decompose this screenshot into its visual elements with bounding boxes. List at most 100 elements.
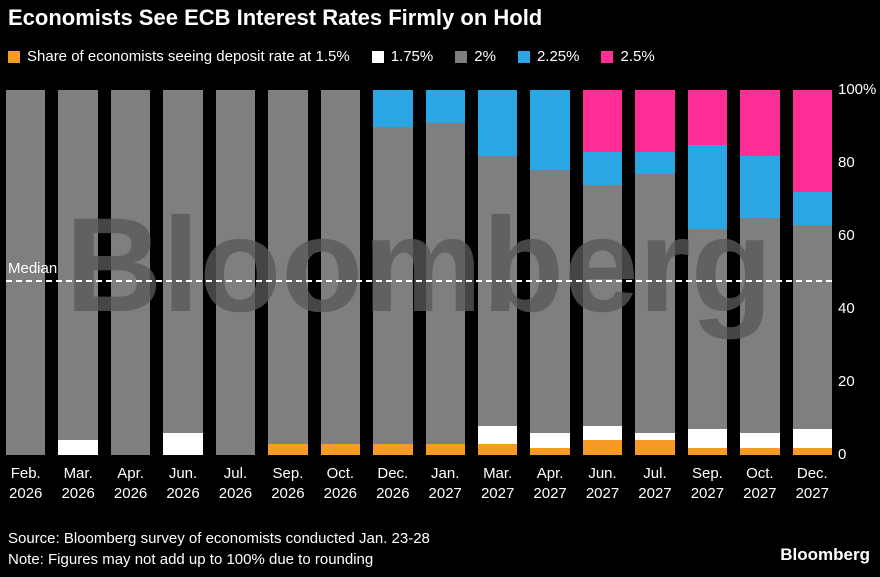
bar-segment-2.5%	[792, 90, 832, 193]
x-tick-label-8: Jan. 2027	[428, 465, 462, 502]
median-label: Median	[8, 259, 58, 277]
bar-segment-2%	[373, 126, 413, 445]
x-tick-label-2: Apr. 2026	[113, 465, 148, 502]
bar-dec-2027	[792, 90, 832, 455]
source-text: Source: Bloomberg survey of economists c…	[8, 530, 430, 547]
y-tick-label-20: 20	[838, 373, 855, 390]
bar-segment-2%	[477, 155, 518, 426]
bar-segment-2.25%	[530, 90, 570, 171]
x-tick-label-10: Apr. 2027	[533, 465, 567, 502]
y-tick-label-100%: 100%	[838, 81, 877, 98]
legend-label: 2.5%	[620, 48, 655, 65]
bar-segment-1.75%	[477, 425, 518, 445]
bar-sep-2026	[268, 90, 308, 455]
bar-segment-1.75%	[530, 433, 570, 448]
bar-segment-2%	[792, 225, 832, 430]
x-tick-label-3: Jun. 2026	[166, 465, 200, 502]
plot-area	[6, 90, 832, 455]
bar-segment-1.75%	[792, 429, 832, 448]
x-tick-label-5: Sep. 2026	[271, 465, 305, 502]
bar-apr-2027	[530, 90, 570, 455]
legend-swatch-icon	[371, 50, 384, 63]
bar-segment-1.5%	[425, 444, 465, 455]
bar-segment-2%	[530, 170, 570, 434]
bar-mar-2027	[477, 90, 518, 455]
legend-label: Share of economists seeing deposit rate …	[27, 48, 350, 65]
legend-label: 1.75%	[390, 48, 434, 65]
x-tick-label-13: Sep. 2027	[690, 465, 725, 502]
x-tick-label-9: Mar. 2027	[480, 465, 515, 502]
x-axis: Feb. 2026 Mar. 2026 Apr. 2026 Jun. 2026 Jul. 2026…	[6, 464, 832, 504]
bar-segment-2%	[110, 90, 151, 455]
bar-dec-2026	[373, 90, 413, 455]
bar-segment-2.25%	[792, 192, 832, 226]
x-tick-label-1: Mar. 2026	[61, 465, 95, 502]
bar-segment-2.25%	[477, 90, 518, 156]
bar-segment-1.5%	[635, 440, 675, 455]
x-tick-label-4: Jul. 2026	[218, 465, 253, 502]
bar-jun-2026	[163, 90, 203, 455]
bar-segment-1.75%	[635, 433, 675, 441]
bar-jan-2027	[425, 90, 465, 455]
bar-segment-2.25%	[373, 90, 413, 127]
bar-apr-2026	[110, 90, 151, 455]
y-tick-label-0: 0	[838, 446, 847, 463]
bar-feb-2026	[6, 90, 46, 455]
bar-segment-1.5%	[320, 444, 361, 455]
bar-segment-2%	[582, 184, 623, 426]
note-text: Note: Figures may not add up to 100% due…	[8, 551, 374, 568]
bar-mar-2026	[58, 90, 98, 455]
median-line: Median	[6, 260, 832, 282]
legend-item-1: 1.75%	[371, 48, 434, 65]
bar-segment-2%	[320, 90, 361, 445]
x-tick-label-15: Dec. 2027	[795, 465, 829, 502]
bar-segment-1.5%	[477, 444, 518, 455]
bar-segment-1.75%	[163, 433, 203, 455]
bar-segment-1.5%	[740, 447, 780, 455]
bar-segment-2%	[215, 90, 256, 455]
bar-segment-2%	[6, 90, 46, 455]
x-tick-label-6: Oct. 2026	[323, 465, 358, 502]
bar-segment-2%	[425, 122, 465, 445]
bar-segment-1.75%	[58, 440, 98, 455]
bar-sep-2027	[687, 90, 728, 455]
legend-swatch-icon	[455, 50, 468, 63]
bar-jun-2027	[582, 90, 623, 455]
y-tick-label-60: 60	[838, 227, 855, 244]
x-tick-label-12: Jul. 2027	[638, 465, 672, 502]
bar-segment-1.75%	[740, 433, 780, 448]
bar-segment-2%	[687, 228, 728, 430]
bar-segment-2.5%	[635, 90, 675, 153]
bar-segment-2.25%	[425, 90, 465, 123]
bar-segment-1.75%	[582, 425, 623, 441]
legend-item-4: 2.5%	[601, 48, 655, 65]
legend-swatch-icon	[601, 50, 614, 63]
bar-segment-2.25%	[740, 155, 780, 218]
bar-segment-2.25%	[687, 144, 728, 229]
x-tick-label-11: Jun. 2027	[585, 465, 620, 502]
page-title: Economists See ECB Interest Rates Firmly…	[8, 5, 543, 30]
bar-segment-1.75%	[687, 429, 728, 448]
y-tick-label-80: 80	[838, 154, 855, 171]
bar-segment-2.5%	[582, 90, 623, 153]
legend-label: 2.25%	[536, 48, 580, 65]
bar-segment-2%	[268, 90, 308, 445]
bar-segment-2.5%	[687, 90, 728, 145]
bloomberg-logo: Bloomberg	[780, 545, 870, 564]
bar-segment-2.25%	[635, 152, 675, 174]
legend: Share of economists seeing deposit rate …	[8, 48, 655, 65]
x-tick-label-7: Dec. 2026	[376, 465, 410, 502]
bar-segment-2%	[740, 217, 780, 434]
bar-segment-1.5%	[268, 444, 308, 455]
legend-item-2: 2%	[455, 48, 496, 65]
bar-oct-2027	[740, 90, 780, 455]
bar-segment-2.25%	[582, 152, 623, 185]
bar-segment-2%	[635, 173, 675, 434]
bar-segment-1.5%	[582, 440, 623, 455]
legend-swatch-icon	[8, 50, 20, 63]
bar-segment-2%	[163, 90, 203, 434]
legend-swatch-icon	[517, 50, 530, 63]
legend-item-0: Share of economists seeing deposit rate …	[8, 48, 350, 65]
x-tick-label-14: Oct. 2027	[743, 465, 777, 502]
